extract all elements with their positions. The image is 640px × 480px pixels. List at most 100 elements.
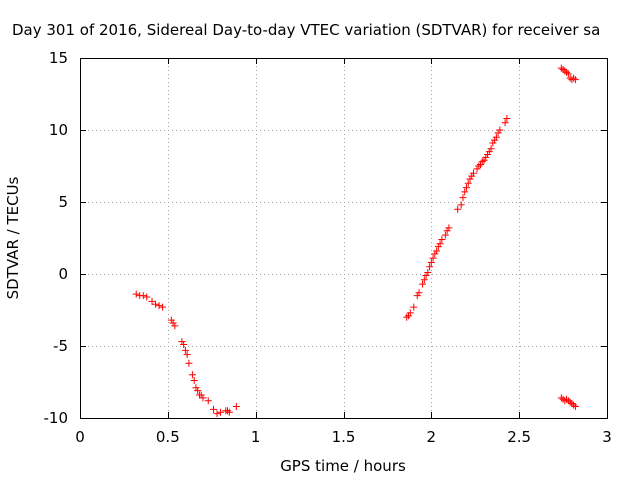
data-point bbox=[561, 67, 569, 75]
data-point bbox=[496, 126, 504, 134]
x-tick-label: 2 bbox=[427, 428, 437, 446]
data-point bbox=[434, 243, 442, 251]
data-point bbox=[571, 402, 579, 410]
y-tick-label: 5 bbox=[58, 193, 68, 211]
data-point bbox=[190, 377, 198, 385]
data-point bbox=[559, 66, 567, 74]
data-point bbox=[424, 269, 432, 277]
data-point bbox=[461, 188, 469, 196]
data-point bbox=[469, 169, 477, 177]
data-point bbox=[459, 194, 467, 202]
data-point bbox=[197, 391, 205, 399]
y-tick-label: -10 bbox=[44, 409, 69, 427]
data-point bbox=[441, 231, 449, 239]
data-point bbox=[427, 258, 435, 266]
data-point bbox=[422, 271, 430, 279]
data-point bbox=[501, 119, 509, 127]
data-point bbox=[480, 156, 488, 164]
data-point bbox=[477, 161, 485, 169]
y-tick-label: 10 bbox=[49, 121, 68, 139]
data-point bbox=[169, 319, 177, 327]
data-point bbox=[403, 313, 411, 321]
data-point bbox=[494, 129, 502, 137]
data-point bbox=[213, 410, 221, 418]
data-point bbox=[482, 153, 490, 161]
data-point bbox=[210, 405, 218, 413]
y-axis-tick-labels: -10 -5 0 5 10 15 bbox=[44, 49, 69, 427]
data-point bbox=[564, 70, 572, 78]
data-point bbox=[571, 76, 579, 84]
data-point bbox=[492, 133, 500, 141]
data-point bbox=[557, 394, 565, 402]
data-point bbox=[420, 276, 428, 284]
y-axis-label: SDTVAR / TECUs bbox=[4, 176, 22, 299]
data-point bbox=[566, 398, 574, 406]
data-point bbox=[194, 387, 202, 395]
series-2 bbox=[403, 114, 511, 321]
data-point bbox=[192, 384, 200, 392]
data-point bbox=[433, 247, 441, 255]
data-point bbox=[564, 397, 572, 405]
grid bbox=[80, 58, 607, 418]
x-axis-tick-labels: 0 0.5 1 1.5 2 2.5 3 bbox=[75, 428, 612, 446]
data-point bbox=[406, 309, 414, 317]
data-point bbox=[484, 150, 492, 158]
data-point bbox=[445, 224, 453, 232]
data-point bbox=[178, 338, 186, 346]
y-tick-label: -5 bbox=[53, 337, 68, 355]
data-point bbox=[148, 297, 156, 305]
data-point bbox=[171, 322, 179, 330]
x-tick-label: 0 bbox=[75, 428, 85, 446]
x-tick-label: 1 bbox=[251, 428, 261, 446]
data-point bbox=[436, 240, 444, 248]
data-point bbox=[139, 292, 147, 300]
data-point bbox=[419, 280, 427, 288]
data-point bbox=[491, 136, 499, 144]
x-axis-label: GPS time / hours bbox=[280, 457, 406, 475]
data-point bbox=[438, 235, 446, 243]
data-point bbox=[185, 359, 193, 367]
chart-title: Day 301 of 2016, Sidereal Day-to-day VTE… bbox=[12, 21, 600, 39]
axis-ticks bbox=[80, 58, 608, 419]
data-point bbox=[181, 346, 189, 354]
data-point bbox=[217, 408, 225, 416]
data-point bbox=[443, 227, 451, 235]
data-point bbox=[503, 114, 511, 122]
data-point bbox=[457, 201, 465, 209]
data-point bbox=[466, 175, 474, 183]
series-3 bbox=[557, 64, 579, 84]
data-point bbox=[143, 293, 151, 301]
data-point bbox=[413, 292, 421, 300]
data-point bbox=[232, 402, 240, 410]
data-point bbox=[155, 302, 163, 310]
y-tick-label: 0 bbox=[58, 265, 68, 283]
data-point bbox=[204, 397, 212, 405]
y-tick-label: 15 bbox=[49, 49, 68, 67]
data-point bbox=[563, 395, 571, 403]
data-point bbox=[464, 179, 472, 187]
data-point bbox=[404, 312, 412, 320]
data-point bbox=[410, 303, 418, 311]
data-point bbox=[429, 254, 437, 262]
data-point bbox=[489, 139, 497, 147]
data-point bbox=[473, 165, 481, 173]
data-point bbox=[159, 303, 167, 311]
data-point bbox=[485, 148, 493, 156]
x-tick-label: 0.5 bbox=[156, 428, 180, 446]
data-point bbox=[478, 158, 486, 166]
data-point bbox=[468, 172, 476, 180]
x-tick-label: 1.5 bbox=[332, 428, 356, 446]
data-point bbox=[557, 64, 565, 72]
data-point bbox=[462, 184, 470, 192]
data-point bbox=[454, 205, 462, 213]
data-point bbox=[475, 162, 483, 170]
data-points bbox=[132, 64, 579, 418]
data-point bbox=[132, 290, 140, 298]
data-point bbox=[188, 371, 196, 379]
data-point bbox=[426, 263, 434, 271]
data-point bbox=[183, 351, 191, 359]
data-point bbox=[199, 394, 207, 402]
data-point bbox=[224, 407, 232, 415]
x-tick-label: 3 bbox=[602, 428, 612, 446]
